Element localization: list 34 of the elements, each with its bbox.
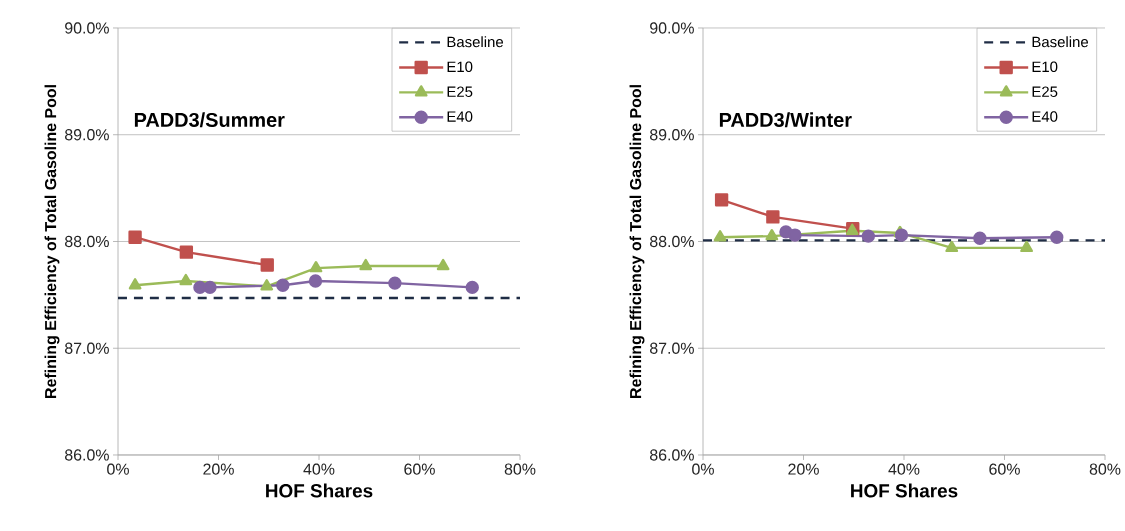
y-tick-label: 90.0% (650, 22, 694, 34)
y-tick-label: 89.0% (65, 129, 109, 141)
y-axis-title: Refining Efficiency of Total Gasoline Pool (44, 85, 60, 398)
y-tick-label: 87.0% (65, 342, 109, 354)
x-tick-label: 0% (692, 463, 714, 475)
y-tick-label: 88.0% (65, 235, 109, 248)
x-tick-label: 0% (107, 463, 129, 475)
x-tick-label: 20% (203, 463, 234, 475)
x-axis-title: HOF Shares (851, 483, 958, 498)
legend-label: Baseline (447, 36, 504, 48)
annotation: PADD3/Summer (134, 112, 285, 128)
legend-label: E10 (1032, 61, 1058, 73)
y-tick-label: 89.0% (650, 129, 694, 141)
x-tick-label: 80% (1089, 463, 1121, 475)
x-tick-label: 40% (303, 463, 335, 475)
legend-label: E25 (447, 86, 473, 97)
x-tick-label: 60% (989, 463, 1020, 475)
legend-label: Baseline (1032, 36, 1089, 48)
legend-label: E25 (1032, 86, 1058, 97)
legend-label: E10 (447, 61, 473, 73)
y-tick-label: 88.0% (650, 235, 694, 248)
y-tick-label: 86.0% (650, 449, 694, 461)
y-tick-label: 86.0% (65, 449, 109, 461)
y-axis-title: Refining Efficiency of Total Gasoline Pool (629, 85, 645, 398)
y-tick-label: 90.0% (65, 22, 109, 34)
x-tick-label: 80% (504, 463, 536, 475)
legend-label: E40 (447, 111, 473, 122)
annotation: PADD3/Winter (719, 112, 852, 128)
x-tick-label: 60% (404, 463, 435, 475)
legend-label: E40 (1032, 111, 1058, 122)
y-tick-label: 87.0% (650, 342, 694, 354)
x-tick-label: 40% (888, 463, 920, 475)
x-axis-title: HOF Shares (266, 483, 373, 498)
x-tick-label: 20% (788, 463, 819, 475)
